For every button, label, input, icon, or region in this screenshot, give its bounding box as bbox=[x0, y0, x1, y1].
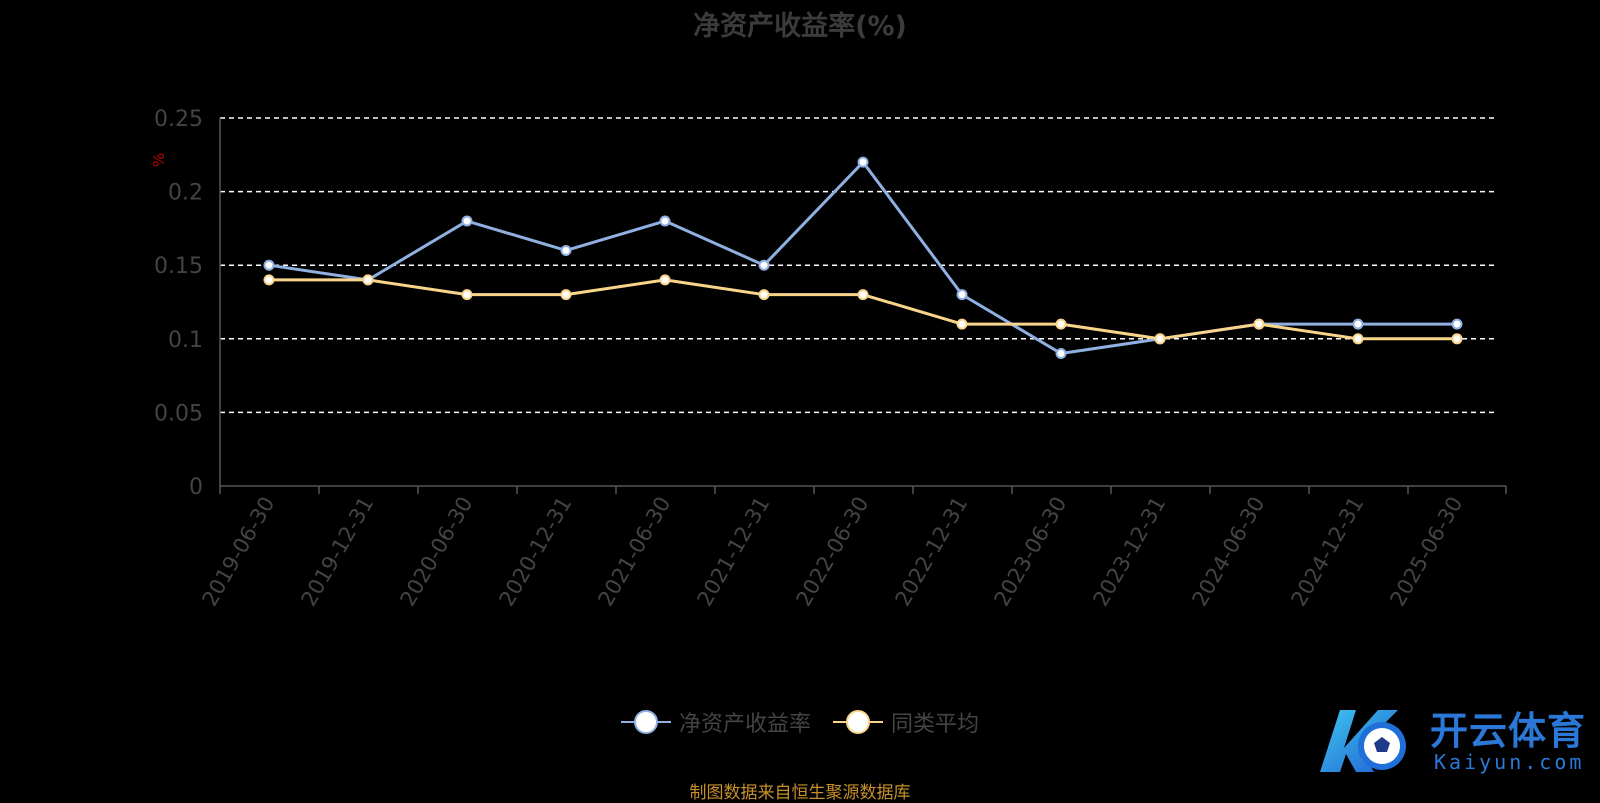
data-point bbox=[1451, 318, 1463, 330]
legend: 净资产收益率 同类平均 bbox=[0, 706, 1600, 738]
x-tick-label: 2019-06-30 bbox=[198, 493, 280, 611]
soccer-ball-icon bbox=[1320, 710, 1406, 772]
x-tick-label: 2023-06-30 bbox=[990, 493, 1072, 611]
x-tick-label: 2025-06-30 bbox=[1386, 493, 1468, 611]
data-point bbox=[1352, 333, 1364, 345]
y-tick-label: 0.05 bbox=[154, 401, 203, 426]
data-point bbox=[461, 215, 473, 227]
legend-item-series1[interactable]: 净资产收益率 bbox=[620, 706, 811, 738]
data-point bbox=[1055, 348, 1067, 360]
y-tick-label: 0.15 bbox=[154, 254, 203, 279]
data-point bbox=[857, 289, 869, 301]
data-point bbox=[1154, 333, 1166, 345]
x-tick-label: 2024-06-30 bbox=[1188, 493, 1270, 611]
x-tick-label: 2021-12-31 bbox=[693, 493, 775, 611]
data-point bbox=[659, 215, 671, 227]
legend-marker-series1 bbox=[620, 710, 671, 734]
series-2 bbox=[263, 274, 1463, 345]
y-tick-label: 0.2 bbox=[168, 181, 203, 206]
series bbox=[263, 156, 1463, 360]
y-tick-label: 0.25 bbox=[154, 107, 203, 132]
data-point bbox=[461, 289, 473, 301]
legend-marker-series2 bbox=[833, 710, 883, 734]
x-tick-label: 2019-12-31 bbox=[297, 493, 379, 611]
x-tick-label: 2020-06-30 bbox=[396, 493, 478, 611]
y-tick-label: 0 bbox=[189, 475, 203, 500]
data-point bbox=[857, 156, 869, 168]
data-point bbox=[560, 244, 572, 256]
data-point bbox=[1055, 318, 1067, 330]
data-point bbox=[362, 274, 374, 286]
gridlines bbox=[220, 117, 1498, 414]
logo-text-en: Kaiyun.com bbox=[1434, 750, 1585, 774]
x-tick-label: 2020-12-31 bbox=[495, 493, 577, 611]
x-tick-label: 2022-12-31 bbox=[891, 493, 973, 611]
chart-title: 净资产收益率(%) bbox=[693, 11, 907, 42]
series-line bbox=[269, 278, 1457, 341]
data-point bbox=[263, 259, 275, 271]
data-point bbox=[659, 274, 671, 286]
x-tick-label: 2021-06-30 bbox=[594, 493, 676, 611]
data-point bbox=[1352, 318, 1364, 330]
legend-item-series2[interactable]: 同类平均 bbox=[833, 706, 979, 738]
brand-logo: 开云体育 Kaiyun.com bbox=[1312, 700, 1592, 780]
data-point bbox=[1253, 318, 1265, 330]
x-tick-label: 2022-06-30 bbox=[792, 493, 874, 611]
data-point bbox=[758, 289, 770, 301]
data-point bbox=[758, 259, 770, 271]
x-tick-label: 2023-12-31 bbox=[1089, 493, 1171, 611]
y-tick-label: 0.1 bbox=[168, 328, 203, 353]
logo-text-cn: 开云体育 bbox=[1430, 709, 1587, 753]
y-axis-unit-label: % bbox=[150, 153, 168, 167]
legend-label-series1: 净资产收益率 bbox=[678, 712, 811, 737]
data-point bbox=[263, 274, 275, 286]
x-tick-label: 2024-12-31 bbox=[1287, 493, 1369, 611]
data-point bbox=[956, 318, 968, 330]
data-point bbox=[956, 289, 968, 301]
legend-label-series2: 同类平均 bbox=[891, 712, 980, 737]
data-point bbox=[560, 289, 572, 301]
data-source-note: 制图数据来自恒生聚源数据库 bbox=[689, 783, 911, 803]
data-point bbox=[1451, 333, 1463, 345]
